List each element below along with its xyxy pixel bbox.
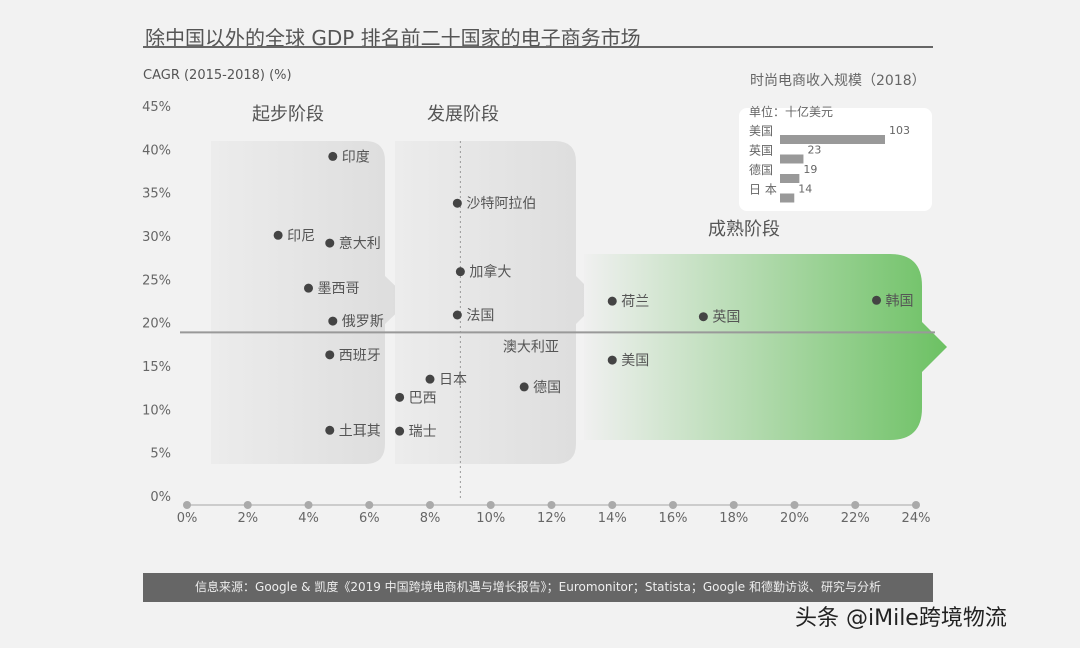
x-tick-label: 12% bbox=[537, 511, 566, 526]
x-tick-mark bbox=[547, 501, 556, 509]
x-tick-mark bbox=[304, 501, 313, 509]
x-tick-mark bbox=[729, 501, 738, 509]
data-point-label: 印度 bbox=[342, 149, 370, 165]
x-tick-label: 0% bbox=[177, 511, 198, 526]
data-point-label: 英国 bbox=[712, 309, 740, 326]
data-point bbox=[607, 296, 617, 306]
annotation-label: 澳大利亚 bbox=[503, 339, 559, 355]
y-tick-label: 25% bbox=[142, 273, 171, 288]
data-point bbox=[452, 198, 462, 208]
data-point bbox=[455, 267, 465, 277]
data-point-label: 俄罗斯 bbox=[342, 314, 384, 330]
data-point bbox=[325, 238, 335, 248]
inset-category-label: 美国 bbox=[749, 124, 773, 138]
inset-bar bbox=[780, 174, 800, 183]
inset-panel bbox=[739, 108, 932, 211]
stage-label: 成熟阶段 bbox=[708, 219, 780, 240]
inset-bar bbox=[780, 154, 804, 164]
inset-value-label: 19 bbox=[803, 163, 817, 176]
x-tick-mark bbox=[365, 501, 374, 509]
inset-category-label: 英国 bbox=[749, 144, 773, 158]
y-tick-label: 5% bbox=[150, 447, 171, 462]
data-point bbox=[328, 316, 338, 326]
data-point bbox=[304, 283, 313, 293]
data-point bbox=[425, 374, 435, 384]
x-tick-mark bbox=[183, 501, 191, 509]
y-tick-label: 15% bbox=[142, 360, 171, 375]
inset-value-label: 14 bbox=[798, 183, 812, 196]
inset-bar bbox=[780, 193, 795, 203]
y-tick-label: 35% bbox=[142, 187, 171, 202]
data-point-label: 西班牙 bbox=[339, 348, 381, 364]
x-tick-label: 2% bbox=[237, 511, 258, 526]
inset-category-label: 德国 bbox=[749, 162, 773, 177]
data-point bbox=[452, 310, 462, 320]
y-tick-label: 45% bbox=[142, 100, 171, 115]
source-footer: 信息来源：Google & 凯度《2019 中国跨境电商机遇与增长报告》；Eur… bbox=[143, 573, 933, 602]
y-tick-label: 10% bbox=[142, 403, 171, 418]
x-tick-mark bbox=[608, 501, 617, 509]
data-point bbox=[325, 350, 335, 360]
y-tick-label: 40% bbox=[142, 143, 171, 158]
x-tick-label: 10% bbox=[476, 511, 505, 526]
x-tick-mark bbox=[669, 501, 677, 509]
data-point bbox=[395, 426, 405, 436]
data-point-label: 加拿大 bbox=[469, 264, 511, 281]
data-point-label: 墨西哥 bbox=[318, 281, 360, 297]
inset-value-label: 103 bbox=[889, 124, 910, 137]
data-point-label: 荷兰 bbox=[621, 294, 649, 310]
y-axis-label: CAGR (2015-2018) (%) bbox=[143, 68, 292, 83]
x-tick-mark bbox=[790, 501, 799, 509]
watermark: 头条 @iMile跨境物流 bbox=[795, 606, 1007, 631]
x-tick-mark bbox=[851, 501, 860, 509]
y-tick-label: 20% bbox=[142, 317, 171, 332]
data-point-label: 巴西 bbox=[409, 390, 437, 406]
inset-category-label: 日 本 bbox=[749, 183, 777, 197]
stage-region-mature bbox=[584, 254, 947, 440]
data-point bbox=[325, 425, 335, 435]
data-point-label: 土耳其 bbox=[339, 423, 381, 439]
x-tick-label: 22% bbox=[841, 511, 870, 526]
x-tick-mark bbox=[426, 501, 434, 509]
stage-label: 起步阶段 bbox=[252, 104, 324, 125]
data-point-label: 日本 bbox=[439, 372, 467, 388]
data-point bbox=[698, 312, 708, 322]
data-point bbox=[872, 295, 882, 305]
data-point bbox=[273, 230, 283, 240]
y-tick-label: 30% bbox=[142, 230, 171, 245]
inset-value-label: 23 bbox=[807, 144, 821, 157]
x-tick-mark bbox=[486, 501, 495, 509]
y-tick-label: 0% bbox=[150, 490, 171, 505]
title-divider bbox=[143, 46, 933, 48]
data-point-label: 瑞士 bbox=[409, 424, 437, 440]
data-point-label: 德国 bbox=[533, 380, 561, 396]
inset-unit: 单位：十亿美元 bbox=[749, 104, 833, 119]
data-point-label: 意大利 bbox=[339, 235, 381, 252]
data-point bbox=[607, 355, 617, 365]
x-tick-label: 16% bbox=[659, 511, 688, 526]
inset-title: 时尚电商收入规模（2018） bbox=[750, 73, 926, 89]
data-point-label: 沙特阿拉伯 bbox=[466, 196, 536, 212]
stage-label: 发展阶段 bbox=[427, 104, 499, 125]
x-tick-label: 20% bbox=[780, 511, 809, 526]
x-tick-label: 4% bbox=[298, 511, 319, 526]
data-point bbox=[395, 392, 405, 402]
stage-region-start bbox=[211, 141, 410, 464]
data-point bbox=[519, 382, 529, 392]
x-tick-label: 18% bbox=[719, 511, 748, 526]
x-tick-label: 24% bbox=[902, 511, 931, 526]
x-tick-mark bbox=[912, 501, 920, 509]
stage-region-growth bbox=[395, 141, 600, 464]
data-point-label: 法国 bbox=[466, 308, 494, 324]
inset-bar bbox=[780, 135, 885, 144]
x-tick-label: 6% bbox=[359, 511, 380, 526]
x-tick-label: 8% bbox=[420, 511, 441, 526]
x-tick-label: 14% bbox=[598, 511, 627, 526]
data-point bbox=[328, 151, 338, 161]
data-point-label: 韩国 bbox=[886, 293, 914, 309]
data-point-label: 印尼 bbox=[287, 228, 315, 244]
data-point-label: 美国 bbox=[621, 353, 649, 369]
x-tick-mark bbox=[243, 501, 252, 509]
